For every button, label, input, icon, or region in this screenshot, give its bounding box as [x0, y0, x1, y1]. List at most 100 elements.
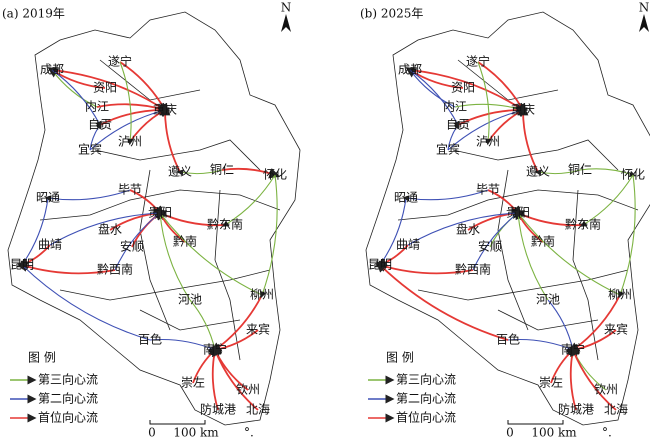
city-label: 柳州 — [250, 288, 274, 302]
flow-line — [566, 344, 578, 411]
flow-line — [51, 69, 170, 113]
flow-line — [408, 67, 456, 108]
city-label: 内江 — [443, 100, 467, 114]
flow-line — [221, 167, 281, 179]
city-label: 来宾 — [604, 322, 628, 337]
flow-line — [579, 168, 637, 178]
county-boundary — [39, 189, 281, 221]
north-label: N — [639, 1, 650, 15]
city-label: 河池 — [178, 293, 202, 307]
city-label: 北海 — [246, 402, 270, 417]
city-label: 昭通 — [394, 191, 418, 205]
city-label: 钦州 — [236, 383, 260, 397]
flow-line — [515, 209, 549, 301]
flow-line — [157, 209, 191, 301]
city-label: 内江 — [85, 100, 109, 114]
north-arrow — [281, 14, 291, 32]
city-label: 自贡 — [88, 118, 112, 132]
city-label: 黔东南 — [207, 217, 243, 232]
flow-line — [176, 169, 223, 176]
region-boundary — [7, 11, 301, 426]
city-label: 自贡 — [446, 118, 470, 132]
scale-bar — [507, 420, 564, 425]
flow-line — [515, 210, 621, 296]
scale-zero: 0 — [506, 426, 514, 440]
city-label: 黔南 — [173, 234, 197, 249]
flow-line — [260, 174, 278, 299]
flow-line — [378, 197, 407, 268]
flow-line — [212, 344, 259, 411]
flow-line — [20, 197, 49, 268]
scale-bar — [149, 420, 206, 425]
panel-label: (a) 2019年 — [2, 7, 65, 21]
scale-note: °. — [602, 426, 612, 440]
city-label: 百色 — [138, 333, 162, 347]
flow-line — [409, 69, 528, 113]
city-label: 成都 — [40, 63, 64, 77]
city-label: 河池 — [536, 293, 560, 307]
scale-distance: 100 km — [173, 426, 219, 440]
flow-line — [477, 61, 492, 146]
legend-title: 图 例 — [386, 351, 414, 365]
city-label: 泸州 — [476, 135, 500, 149]
legend-label: 第三向心流 — [38, 372, 98, 387]
city-label: 昆明 — [10, 258, 34, 272]
city-label: 防城港 — [558, 402, 594, 417]
city-label: 安顺 — [478, 239, 502, 254]
county-boundary — [452, 139, 619, 171]
flow-line — [157, 210, 263, 296]
city-label: 黔西南 — [97, 262, 133, 277]
city-label: 重庆 — [153, 103, 177, 117]
flow-line — [49, 209, 164, 246]
county-boundary — [572, 189, 599, 361]
flow-line — [402, 189, 489, 202]
flow-line — [580, 174, 634, 227]
city-label: 铜仁 — [568, 162, 592, 177]
city-label: 资阳 — [451, 81, 475, 95]
flow-line — [374, 261, 474, 275]
flow-line — [534, 169, 581, 176]
legend-label: 第三向心流 — [396, 372, 456, 387]
flow-line — [570, 344, 617, 411]
city-label: 泸州 — [118, 135, 142, 149]
city-label: 遂宁 — [108, 54, 132, 69]
flow-line — [517, 104, 539, 173]
flow-line — [51, 69, 102, 128]
city-label: 钦州 — [594, 383, 618, 397]
city-label: 铜仁 — [210, 162, 234, 177]
city-label: 遂宁 — [466, 54, 490, 69]
city-label: 百色 — [496, 333, 520, 347]
city-label: 曲靖 — [396, 238, 420, 252]
city-label: 遵义 — [526, 164, 550, 179]
flow-line — [114, 210, 163, 271]
flow-line — [407, 209, 522, 246]
city-label: 黔西南 — [455, 262, 491, 277]
north-label: N — [281, 1, 292, 15]
city-label: 昆明 — [368, 258, 392, 272]
city-label: 崇左 — [539, 375, 563, 390]
city-label: 贵阳 — [506, 206, 530, 220]
flow-line — [618, 174, 636, 299]
legend-title: 图 例 — [28, 351, 56, 365]
flow-line — [472, 210, 521, 271]
city-label: 黔南 — [531, 234, 555, 249]
city-label: 黔东南 — [565, 217, 601, 232]
flow-line — [222, 174, 276, 227]
scale-zero: 0 — [148, 426, 156, 440]
flow-line — [119, 61, 134, 146]
city-label: 毕节 — [476, 183, 500, 197]
flow-line — [44, 189, 131, 202]
county-boundary — [59, 269, 271, 301]
city-label: 曲靖 — [38, 238, 62, 252]
city-label: 来宾 — [246, 322, 270, 337]
city-label: 柳州 — [608, 288, 632, 302]
county-boundary — [497, 309, 599, 331]
legend-label: 第二向心流 — [38, 391, 98, 406]
city-label: 崇左 — [181, 375, 205, 390]
legend-label: 第二向心流 — [396, 391, 456, 406]
flow-line — [50, 67, 98, 108]
flow-line — [16, 261, 116, 275]
flow-line — [376, 261, 509, 341]
